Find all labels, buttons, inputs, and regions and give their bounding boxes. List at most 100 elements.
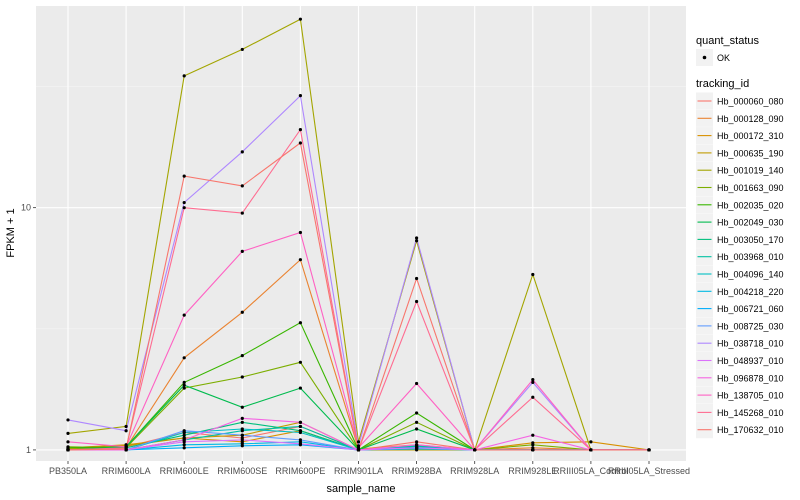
data-point [182, 433, 186, 437]
legend-title-quant-status: quant_status [696, 35, 759, 47]
data-point [415, 381, 419, 386]
data-point [298, 386, 302, 390]
data-point [124, 429, 128, 433]
data-point [240, 47, 244, 52]
data-point [589, 440, 593, 444]
data-point [298, 94, 302, 98]
legend-label: Hb_038718_010 [717, 339, 784, 349]
legend-label: Hb_001019_140 [717, 166, 784, 176]
legend-label: Hb_000172_310 [717, 131, 784, 141]
data-point [240, 184, 244, 188]
data-point [182, 438, 186, 442]
data-point [415, 239, 419, 243]
legend-title-tracking-id: tracking_id [696, 78, 749, 90]
data-point [531, 378, 535, 382]
data-point [298, 141, 302, 145]
data-point [240, 405, 244, 409]
x-axis-title: sample_name [326, 483, 395, 495]
legend-point-key [702, 55, 707, 60]
data-point [298, 424, 302, 429]
x-axis: PB350LA RRIM600LA RRIM600LE RRIM600SE RRIM60… [49, 461, 690, 476]
data-point [66, 418, 70, 422]
data-point [415, 443, 419, 447]
data-point [66, 440, 70, 444]
data-point [182, 200, 186, 205]
x-tick-label: RRIM600PE [275, 466, 325, 476]
x-tick-label: RRIM928BA [392, 466, 442, 476]
data-point [182, 356, 186, 360]
data-point [415, 299, 419, 304]
data-point [182, 174, 186, 178]
data-point [240, 249, 244, 253]
data-point [240, 310, 244, 314]
plot-panel [36, 6, 686, 461]
grid-minor [36, 86, 686, 330]
legend-label: Hb_004218_220 [717, 287, 784, 297]
legend-label: Hb_006721_060 [717, 304, 784, 314]
data-point [298, 430, 302, 435]
legend: quant_status OK tracking_id Hb_000060_080 Hb… [696, 35, 784, 439]
data-point [182, 313, 186, 317]
legend-label: Hb_002049_030 [717, 218, 784, 228]
data-point [66, 431, 70, 435]
data-point [356, 448, 361, 452]
data-point [531, 380, 535, 384]
data-point [298, 17, 302, 21]
data-point [415, 420, 419, 424]
x-tick-label: RRIII05LA_Control [553, 466, 629, 476]
legend-label: Hb_000060_080 [717, 97, 784, 107]
data-point [415, 440, 419, 444]
data-point [182, 380, 186, 384]
data-point [240, 427, 244, 431]
data-point [531, 448, 535, 452]
grid-major [36, 6, 686, 461]
y-tick-label: 10 [21, 203, 31, 213]
x-tick-label: RRIM901LA [334, 466, 383, 476]
data-point [589, 448, 593, 452]
data-point [124, 424, 128, 429]
legend-label: Hb_003050_170 [717, 235, 784, 245]
data-point [240, 420, 244, 424]
data-point [240, 375, 244, 379]
legend-label: Hb_002035_020 [717, 200, 784, 210]
legend-label: Hb_096878_010 [717, 373, 784, 383]
x-tick-label: RRIM600SE [217, 466, 267, 476]
legend-label: Hb_000635_190 [717, 148, 784, 158]
y-axis-title: FPKM + 1 [5, 208, 17, 257]
data-point [531, 433, 535, 437]
data-point [240, 433, 244, 437]
legend-label: Hb_138705_010 [717, 391, 784, 401]
data-point [356, 440, 361, 444]
x-tick-label: RRIM600LE [160, 466, 209, 476]
data-point [182, 446, 186, 450]
x-tick-label: RRIM928LA [450, 466, 499, 476]
data-point [298, 128, 302, 132]
data-point [415, 446, 419, 450]
data-point [473, 448, 477, 452]
data-point [298, 230, 302, 235]
series-points [66, 17, 651, 452]
x-tick-label: RRIM928LE [508, 466, 557, 476]
data-point [66, 448, 70, 452]
legend-label: Hb_000128_090 [717, 114, 784, 124]
data-point [298, 258, 302, 262]
data-point [240, 211, 244, 215]
data-point [182, 383, 186, 387]
data-point [298, 360, 302, 364]
data-point [531, 395, 535, 399]
data-point [415, 411, 419, 415]
legend-label: Hb_001663_090 [717, 183, 784, 193]
data-point [298, 420, 302, 424]
data-point [182, 386, 186, 390]
data-point [415, 276, 419, 281]
data-point [531, 443, 535, 447]
data-point [240, 444, 244, 448]
data-point [298, 321, 302, 325]
x-tick-label: RRIM600LA [102, 466, 151, 476]
data-point [240, 416, 244, 420]
legend-label: Hb_003968_010 [717, 252, 784, 262]
data-point [240, 354, 244, 358]
y-axis: 1 10 [21, 203, 36, 455]
